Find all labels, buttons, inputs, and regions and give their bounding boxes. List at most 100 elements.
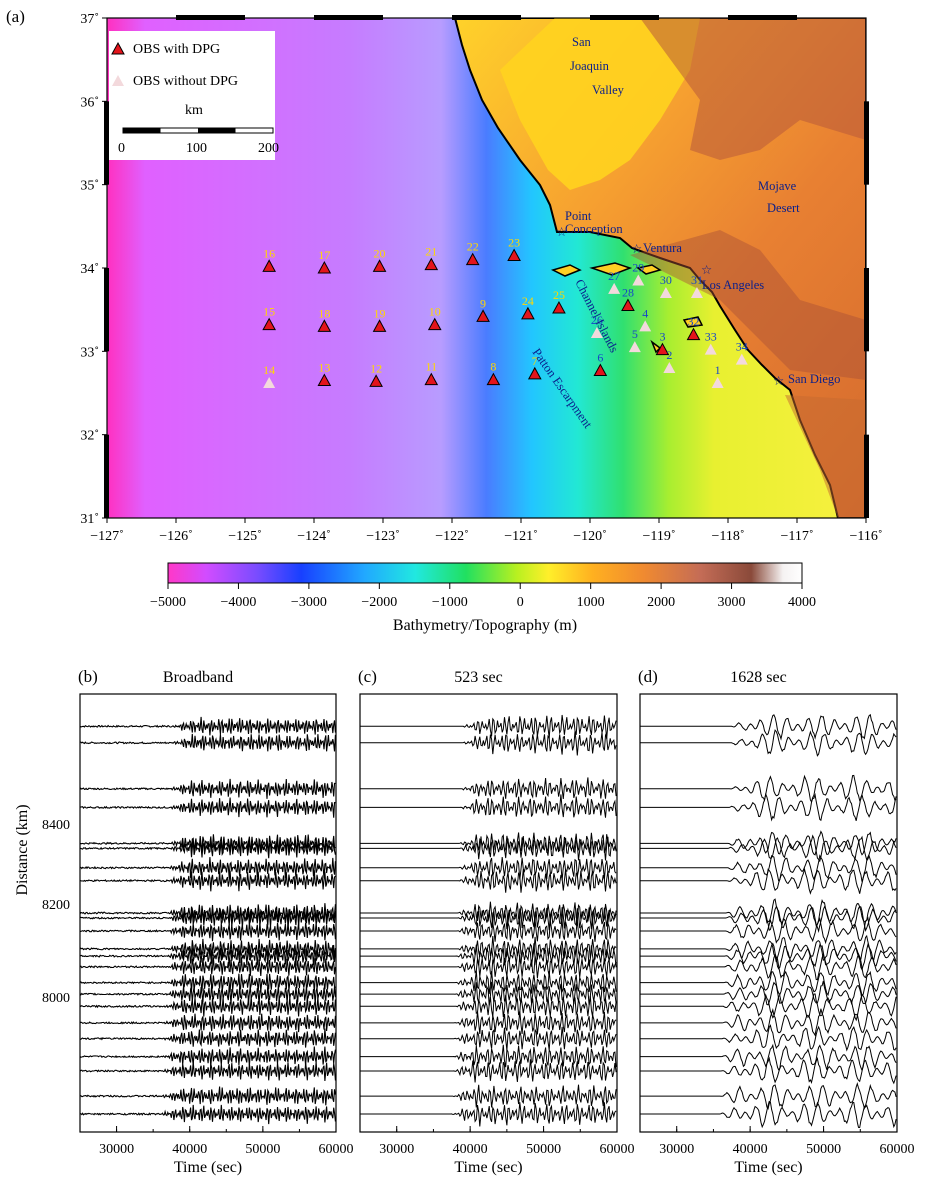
panel-title: Broadband <box>163 669 233 686</box>
san-diego-star-icon: ☆ <box>773 374 784 388</box>
station-label: 23 <box>508 236 520 250</box>
obs-dpg-triangle <box>686 327 701 341</box>
seismogram-trace <box>640 1100 897 1129</box>
legend-without-dpg: OBS without DPG <box>133 74 238 89</box>
seismogram-trace <box>79 945 336 967</box>
sierra-relief <box>640 18 866 160</box>
seismogram-panel-b: (b) Broadband 30000 40000 50000 60000 Time (se… <box>78 667 354 1176</box>
colorbar-label: Bathymetry/Topography (m) <box>393 617 577 634</box>
lat-tick-label: 36˚ <box>80 95 99 110</box>
obs-dpg-triangle <box>317 260 332 274</box>
lon-tick-label: −117˚ <box>780 529 813 544</box>
x-axis-label: Time (sec) <box>174 1159 242 1176</box>
station-label: 29 <box>632 261 644 275</box>
place-ventura: Ventura <box>643 241 682 255</box>
x-tick-label: 30000 <box>99 1142 134 1157</box>
seismogram-trace <box>360 1059 617 1083</box>
place-mojave: Mojave <box>758 179 797 193</box>
station-label: 22 <box>467 240 479 254</box>
seismogram-panel-c: (c) 523 sec 30000 40000 50000 60000 Time (sec) <box>358 667 635 1176</box>
colorbar-tick-label: 0 <box>517 595 524 610</box>
station-label: 15 <box>263 305 275 319</box>
seismogram-trace <box>640 993 897 1022</box>
seismogram-trace <box>79 778 336 799</box>
seismogram-trace <box>360 714 617 739</box>
seismogram-trace <box>640 1081 897 1110</box>
seismogram-trace <box>640 729 897 757</box>
panel-label: (b) <box>78 667 98 686</box>
station-label: 11 <box>426 360 438 374</box>
colorbar-tick-label: 4000 <box>788 595 816 610</box>
station-label: 8 <box>490 360 496 374</box>
seismogram-trace <box>640 774 897 804</box>
seismogram-trace <box>79 984 336 1005</box>
station-label: 7 <box>532 354 538 368</box>
colorbar-tick-label: 2000 <box>647 595 675 610</box>
obs-dpg-triangle <box>476 309 490 322</box>
central-valley <box>500 18 700 190</box>
seismogram-trace <box>79 838 336 859</box>
obs-no-dpg-triangle <box>704 343 717 355</box>
x-tick-label: 30000 <box>659 1142 694 1157</box>
seismogram-trace <box>79 834 336 853</box>
map-border <box>104 15 869 518</box>
colorbar-tick-label: −4000 <box>220 595 256 610</box>
seismogram-trace <box>360 943 617 968</box>
los-angeles-star-icon: ☆ <box>701 263 712 277</box>
seismogram-trace <box>360 835 617 861</box>
station-label: 30 <box>660 273 672 287</box>
seismogram-trace <box>79 903 336 923</box>
station-label: 6 <box>597 351 603 365</box>
seismogram-trace <box>640 980 897 1006</box>
panel-title: 523 sec <box>454 669 502 686</box>
panel-label: (d) <box>638 667 658 686</box>
colorbar-tick-label: −5000 <box>150 595 186 610</box>
colorbar-tick-label: −1000 <box>432 595 468 610</box>
station-label: 12 <box>370 361 382 375</box>
obs-dpg-triangle <box>521 306 535 320</box>
seismogram-trace <box>360 970 617 995</box>
station-label: 33 <box>705 330 717 344</box>
station-label: 10 <box>429 305 441 319</box>
y-tick-8400: 8400 <box>42 818 70 833</box>
place-san: San <box>572 35 592 49</box>
lat-tick-label: 33˚ <box>80 345 99 360</box>
place-valley: Valley <box>592 83 625 97</box>
scale-unit: km <box>185 103 203 118</box>
panel-title: 1628 sec <box>730 669 786 686</box>
scale-tick-200: 200 <box>258 141 279 156</box>
obs-dpg-triangle <box>424 372 439 386</box>
obs-no-dpg-triangle <box>608 282 621 294</box>
scale-tick-0: 0 <box>118 141 125 156</box>
seismogram-trace <box>79 716 336 736</box>
seismogram-panels: (b) Broadband 30000 40000 50000 60000 Time (se… <box>78 667 915 1176</box>
y-tick-8000: 8000 <box>42 991 70 1006</box>
seismogram-trace <box>79 857 336 879</box>
x-tick-label: 30000 <box>379 1142 414 1157</box>
station-label: 9 <box>480 296 486 310</box>
colorbar-ticks: −5000 −4000 −3000 −2000 −1000 0 1000 2000 3000 40… <box>150 583 816 610</box>
obs-dpg-triangle <box>372 319 387 332</box>
obs-dpg-triangle <box>655 342 670 356</box>
obs-dpg-triangle <box>621 298 635 311</box>
seismogram-trace <box>360 981 617 1006</box>
colorbar-tick-label: −3000 <box>291 595 327 610</box>
peninsular-ranges <box>785 395 866 518</box>
seismogram-trace <box>640 942 897 971</box>
seismogram-trace <box>360 1044 617 1068</box>
x-tick-label: 60000 <box>600 1142 635 1157</box>
seismogram-trace <box>360 1026 617 1051</box>
lat-tick-label: 31˚ <box>80 512 99 527</box>
y-axis-label: Distance (km) <box>14 804 31 895</box>
seismogram-trace <box>360 1102 617 1127</box>
seismogram-trace <box>79 938 336 959</box>
y-tick-8200: 8200 <box>42 898 70 913</box>
place-san-diego: San Diego <box>788 372 840 386</box>
seismogram-trace <box>360 731 617 756</box>
seismogram-trace <box>640 905 897 933</box>
lat-tick-label: 35˚ <box>80 179 99 194</box>
station-label: 24 <box>522 294 534 308</box>
seismogram-trace <box>79 733 336 752</box>
legend-box <box>109 31 275 160</box>
